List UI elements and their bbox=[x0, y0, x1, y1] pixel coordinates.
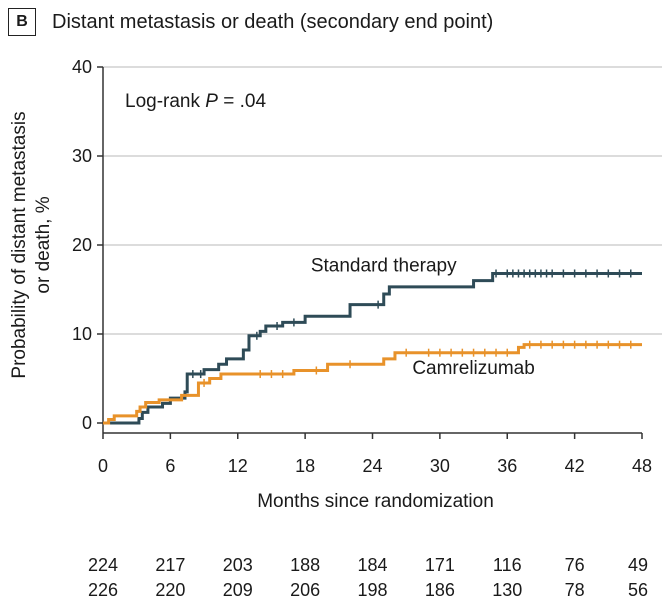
labels-layer: Standard therapy Camrelizumab Log-rank P =… bbox=[125, 91, 535, 379]
risk-count: 209 bbox=[223, 580, 253, 600]
risk-count: 198 bbox=[357, 580, 387, 600]
risk-count: 184 bbox=[357, 555, 387, 575]
series-line-standard-therapy bbox=[103, 271, 642, 425]
series-layer bbox=[103, 269, 642, 425]
x-tick-label: 42 bbox=[565, 456, 585, 476]
risk-count: 217 bbox=[155, 555, 185, 575]
risk-count: 186 bbox=[425, 580, 455, 600]
axes: 0 10 20 30 40 0 6 12 18 24 30 36 42 48 Months since ra… bbox=[9, 57, 652, 512]
risk-count: 206 bbox=[290, 580, 320, 600]
x-tick-label: 36 bbox=[497, 456, 517, 476]
annotation-prefix: Log-rank bbox=[125, 91, 205, 112]
series-line-camrelizumab bbox=[103, 343, 642, 425]
panel-label: B bbox=[8, 8, 36, 36]
x-tick-label: 18 bbox=[295, 456, 315, 476]
y-tick-label: 30 bbox=[72, 146, 92, 166]
y-tick-label: 40 bbox=[72, 57, 92, 77]
x-tick-label: 48 bbox=[632, 456, 652, 476]
risk-count: 49 bbox=[628, 555, 648, 575]
risk-count: 76 bbox=[565, 555, 585, 575]
risk-count: 130 bbox=[492, 580, 522, 600]
y-axis-title: Probability of distant metastasis or deat… bbox=[9, 111, 54, 378]
chart-title: Distant metastasis or death (secondary e… bbox=[52, 11, 494, 33]
risk-count: 224 bbox=[88, 555, 118, 575]
x-tick-label: 6 bbox=[165, 456, 175, 476]
series-label: Camrelizumab bbox=[412, 358, 534, 379]
x-tick-label: 12 bbox=[228, 456, 248, 476]
risk-count: 203 bbox=[223, 555, 253, 575]
risk-count: 226 bbox=[88, 580, 118, 600]
annotation-value: = .04 bbox=[218, 91, 266, 112]
risk-count: 116 bbox=[493, 555, 522, 575]
risk-count: 188 bbox=[290, 555, 320, 575]
grid-lines bbox=[103, 66, 662, 335]
risk-count: 220 bbox=[155, 580, 185, 600]
risk-count: 171 bbox=[425, 555, 455, 575]
series-label: Standard therapy bbox=[311, 256, 457, 277]
risk-table: 224 217 203 188 184 171 116 76 49 226 220 209 206 198… bbox=[88, 555, 648, 600]
annotation-p: P bbox=[205, 91, 218, 112]
x-tick-label: 30 bbox=[430, 456, 450, 476]
risk-count: 78 bbox=[565, 580, 585, 600]
log-rank-annotation: Log-rank P = .04 bbox=[125, 91, 266, 112]
y-tick-label: 0 bbox=[82, 413, 92, 433]
y-tick-label: 20 bbox=[72, 235, 92, 255]
risk-count: 56 bbox=[628, 580, 648, 600]
y-axis-title-line: or death, % bbox=[33, 196, 54, 293]
y-tick-label: 10 bbox=[72, 324, 92, 344]
x-axis-title: Months since randomization bbox=[257, 491, 494, 512]
x-tick-label: 24 bbox=[362, 456, 382, 476]
x-tick-label: 0 bbox=[98, 456, 108, 476]
y-axis-title-line: Probability of distant metastasis bbox=[9, 111, 30, 378]
